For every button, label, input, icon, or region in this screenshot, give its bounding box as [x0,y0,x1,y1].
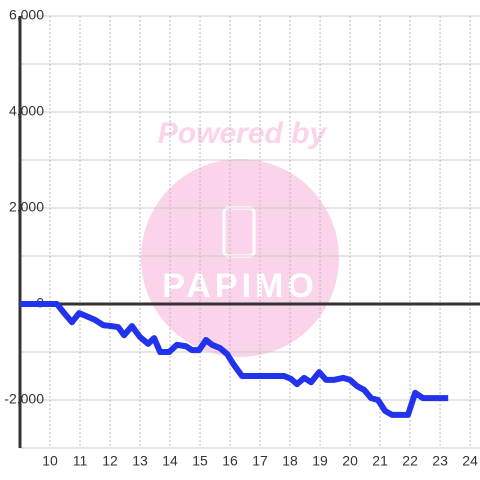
y-tick-label: -2,000 [4,391,44,407]
x-tick-label: 12 [102,453,118,469]
series-line [20,301,449,418]
x-tick-label: 21 [372,453,388,469]
x-tick-label: 17 [252,453,268,469]
x-tick-label: 16 [222,453,238,469]
watermark-circle [141,159,339,357]
x-tick-label: 19 [312,453,328,469]
x-tick-label: 18 [282,453,298,469]
x-tick-label: 11 [73,453,88,469]
x-tick-label: 15 [192,453,208,469]
y-tick-label: 4,000 [9,103,44,119]
x-tick-label: 13 [132,453,148,469]
watermark-heading: Powered by [158,117,328,150]
x-tick-label: 14 [162,453,178,469]
x-tick-label: 20 [342,453,358,469]
watermark-brand: PAPIMO [162,267,318,305]
x-tick-label: 10 [42,453,58,469]
y-tick-label: 2,000 [9,199,44,215]
y-tick-label: 6,000 [9,7,44,23]
x-tick-label: 24 [462,453,478,469]
x-tick-label: 22 [402,453,418,469]
plot [20,301,449,418]
x-tick-label: 23 [432,453,448,469]
